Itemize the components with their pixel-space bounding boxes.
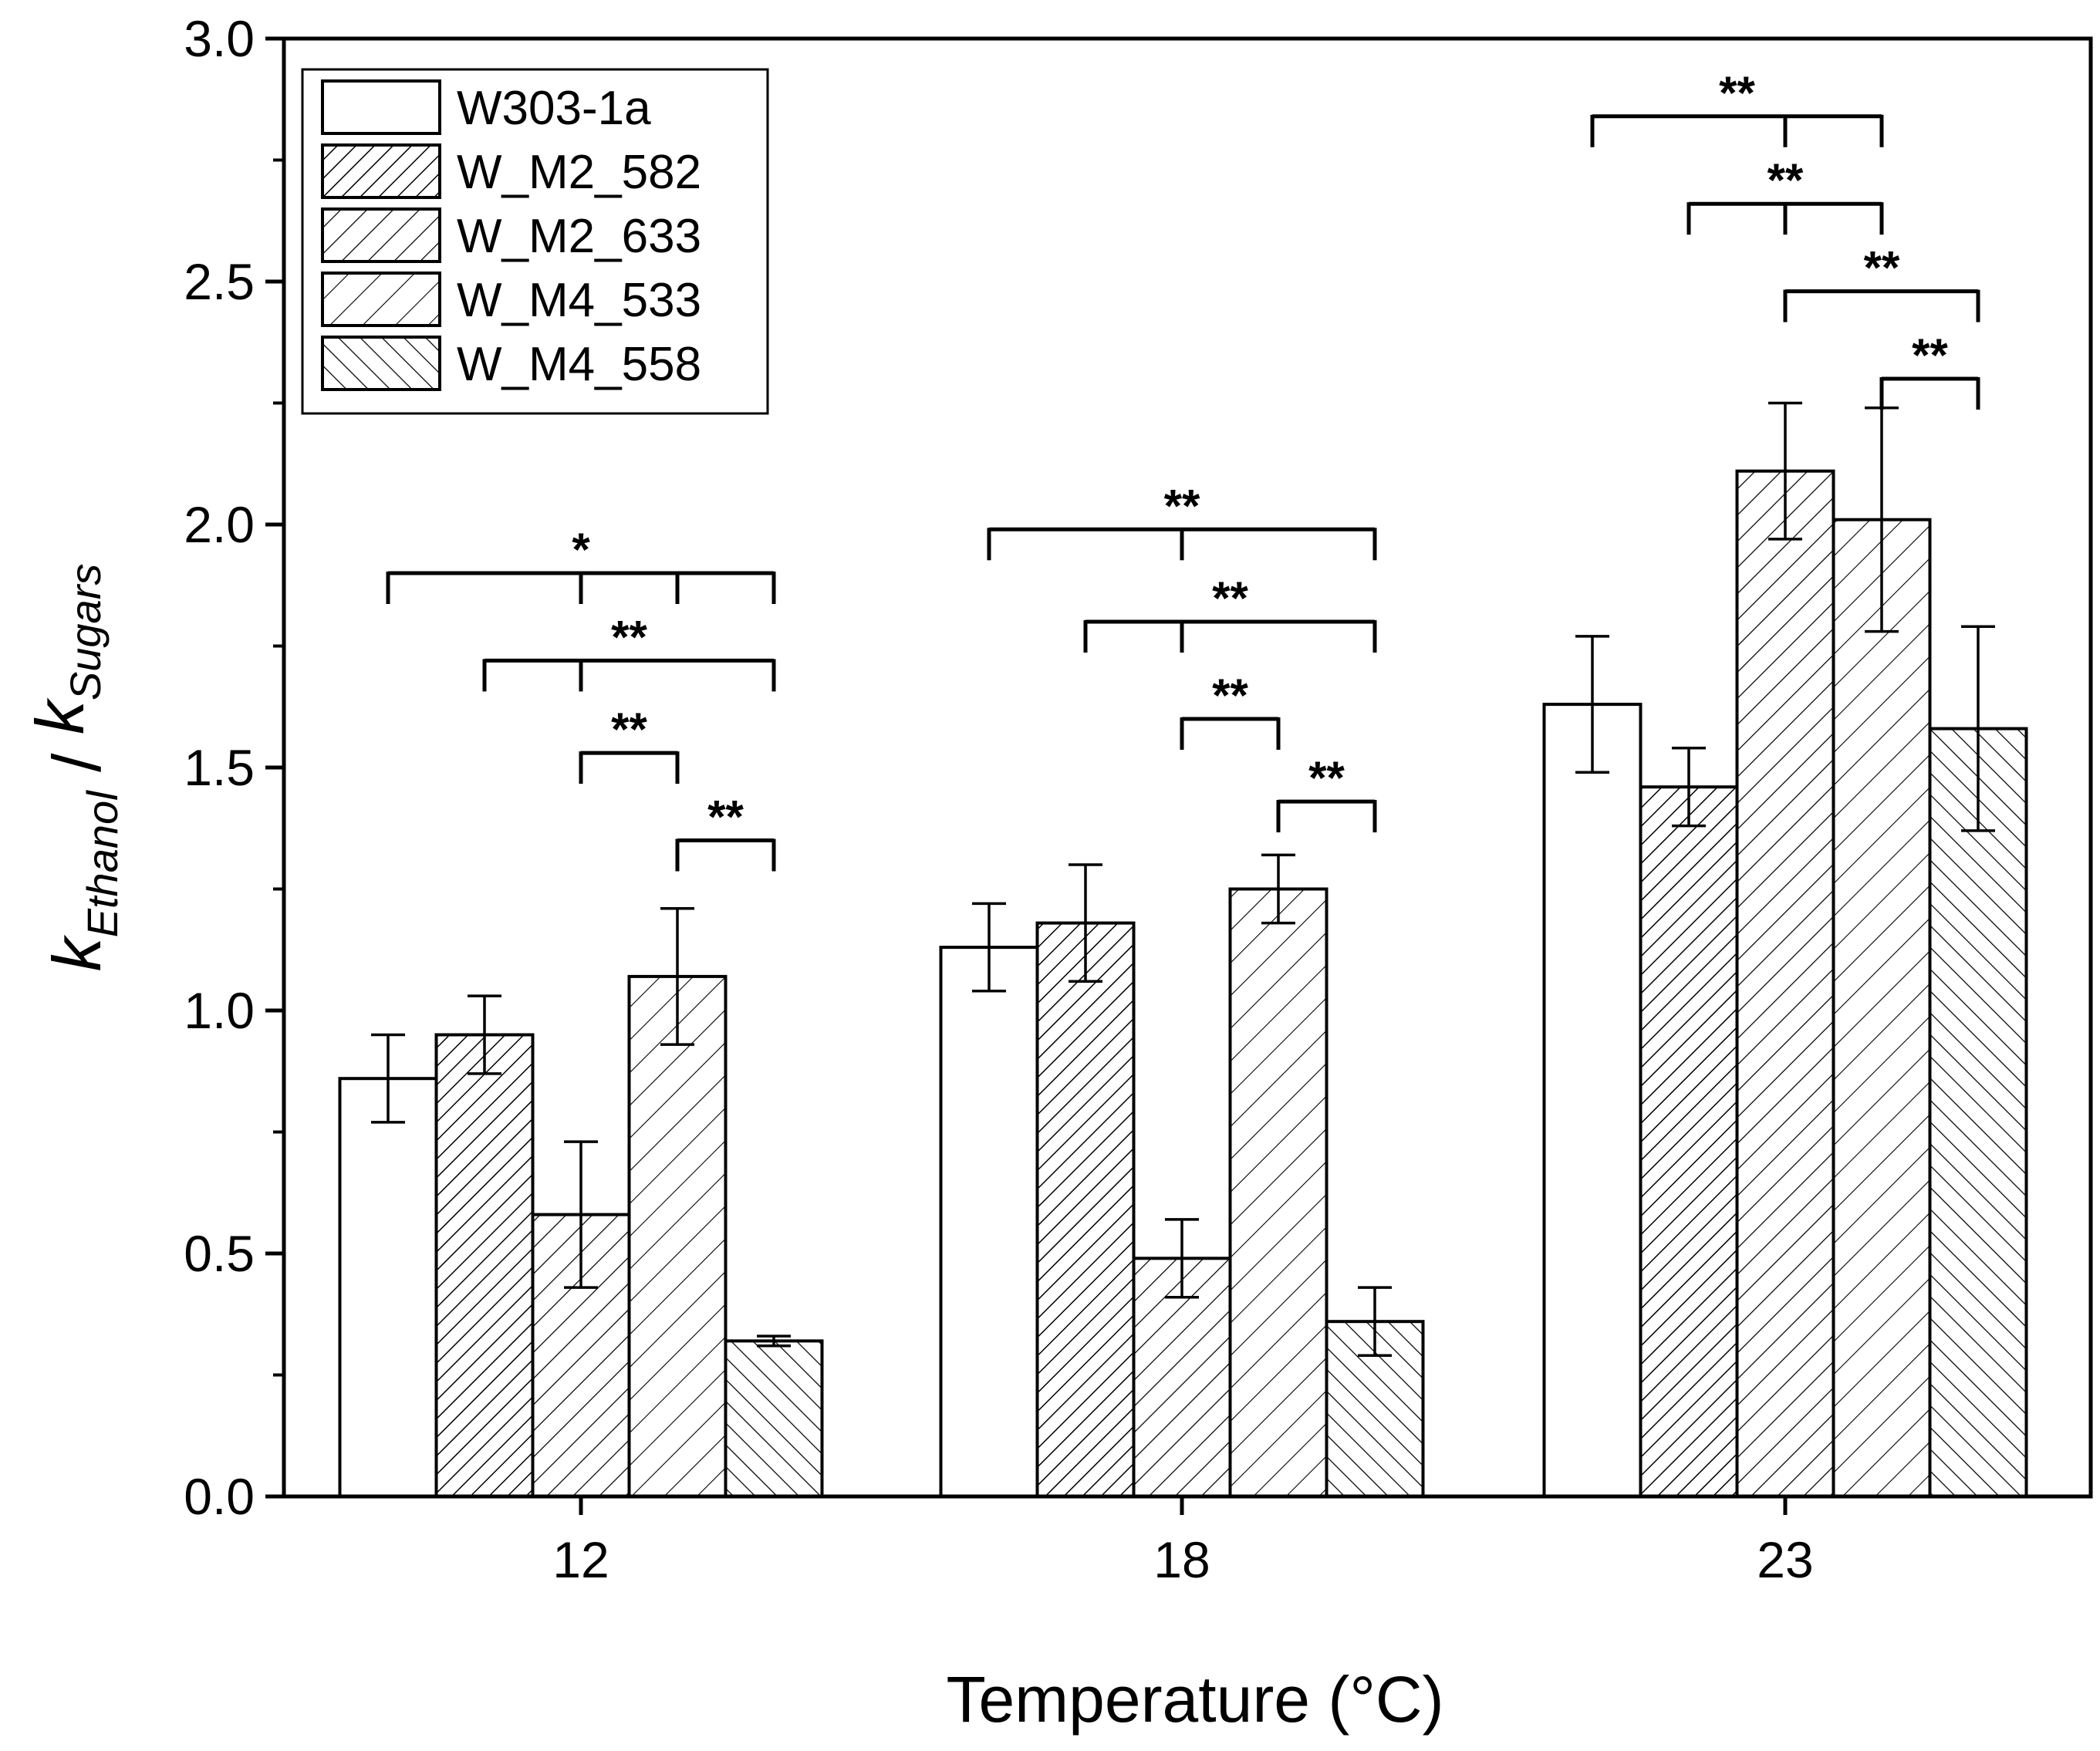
axes-layer: 0.0 0.5 1.0 1.5 2.0 2.5 3.0 12 18 23	[184, 10, 2093, 1588]
significance-label: **	[707, 791, 744, 843]
significance-label: **	[1767, 154, 1804, 206]
y-tick-label: 2.0	[184, 496, 255, 553]
significance-label: **	[1308, 752, 1345, 804]
legend-label: W_M4_533	[457, 274, 701, 327]
x-axis-title: Temperature (°C)	[946, 1663, 1443, 1736]
y-axis-title: kEthanol / kSugars	[22, 564, 127, 972]
legend: W303-1a W_M2_582 W_M2_633 W_M4_533 W_M4_558	[301, 68, 769, 415]
bars-layer	[338, 469, 2028, 1499]
y-tick-label: 1.0	[184, 982, 255, 1039]
significance-label: **	[1912, 329, 1948, 381]
y-axis-title-part: k	[39, 934, 115, 971]
significance-label: **	[1864, 242, 1900, 294]
y-tick-label: 0.0	[184, 1468, 255, 1525]
bar	[1832, 518, 1932, 1499]
bar	[724, 1339, 824, 1499]
y-tick-label: 2.5	[184, 253, 255, 310]
legend-label: W303-1a	[457, 82, 651, 135]
significance-label: **	[611, 611, 647, 663]
bar	[434, 1033, 535, 1498]
y-tick-label: 3.0	[184, 10, 255, 67]
bar	[1035, 921, 1136, 1498]
error-bars-layer	[371, 401, 1995, 1358]
legend-swatch	[321, 207, 441, 263]
legend-swatch	[321, 336, 441, 391]
x-tick-label: 23	[1757, 1531, 1813, 1588]
bar	[1542, 703, 1643, 1498]
bar	[1928, 727, 2028, 1498]
bar	[939, 946, 1039, 1498]
y-axis-title-part: Ethanol	[78, 790, 127, 937]
significance-label: **	[1164, 480, 1200, 531]
axis-titles: Temperature (°C)kEthanol / kSugars	[22, 564, 1444, 1736]
bar	[627, 974, 728, 1498]
significance-layer: ***********************	[386, 67, 1980, 872]
legend-swatch	[321, 272, 441, 327]
significance-label: **	[1212, 670, 1248, 721]
legend-swatch	[321, 79, 441, 135]
significance-label: **	[1719, 67, 1755, 119]
y-tick-label: 1.5	[184, 739, 255, 796]
significance-label: **	[611, 703, 647, 755]
bar	[1639, 785, 1739, 1498]
legend-label: W_M2_582	[457, 146, 701, 199]
bar	[1735, 469, 1835, 1499]
y-tick-label: 0.5	[184, 1225, 255, 1282]
x-tick-label: 18	[1153, 1531, 1210, 1588]
x-tick-label: 12	[552, 1531, 609, 1588]
y-axis-title-part: k	[22, 697, 98, 734]
legend-label: W_M2_633	[457, 210, 701, 263]
legend-label: W_M4_558	[457, 338, 701, 391]
significance-label: **	[1212, 572, 1248, 624]
significance-label: *	[572, 524, 590, 575]
bar	[1228, 887, 1329, 1498]
y-axis-title-part: /	[39, 734, 115, 791]
y-axis-title-part: Sugars	[61, 564, 110, 700]
bar	[338, 1077, 438, 1498]
legend-swatch	[321, 143, 441, 199]
